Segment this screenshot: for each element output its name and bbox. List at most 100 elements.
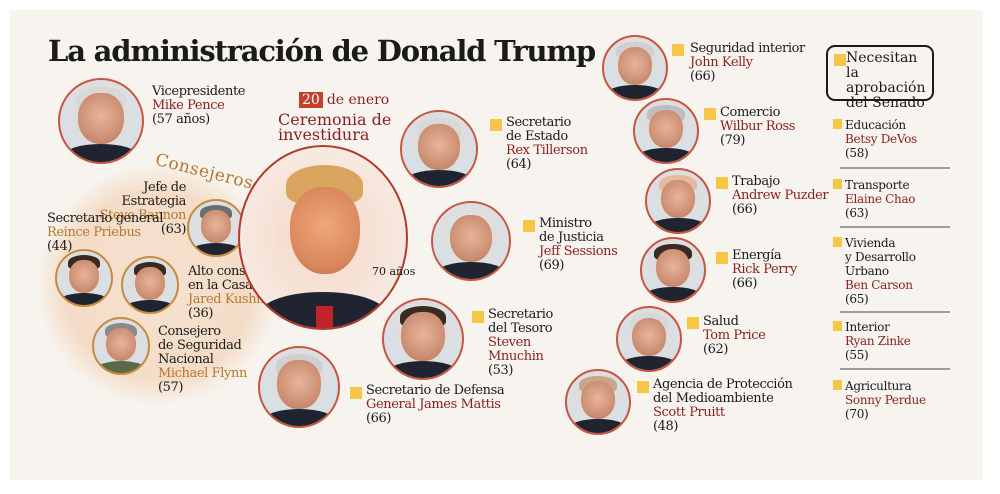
role-label: Transporte bbox=[845, 178, 910, 192]
photo-wilbur-ross bbox=[633, 98, 699, 164]
person-name: Mike Pence bbox=[152, 98, 225, 113]
vicepresident-caption: Vicepresidente Mike Pence (57 años) bbox=[152, 85, 245, 127]
sidebar-item-educacion: Educación Betsy DeVos (58) bbox=[833, 118, 955, 160]
role-label: Secretario bbox=[488, 307, 553, 322]
divider bbox=[840, 226, 950, 228]
photo-jeff-sessions bbox=[431, 201, 511, 281]
photo-mike-pence bbox=[58, 78, 144, 164]
role-label: Urbano bbox=[845, 264, 889, 278]
person-age: (57) bbox=[158, 380, 184, 395]
person-age: (53) bbox=[488, 363, 514, 378]
role-label: del Tesoro bbox=[488, 321, 553, 336]
person-name: Mnuchin bbox=[488, 349, 544, 364]
photo-donald-trump bbox=[238, 145, 408, 330]
photo-james-mattis bbox=[258, 346, 340, 428]
senate-approval-marker bbox=[833, 179, 842, 189]
sidebar-item-interior: Interior Ryan Zinke (55) bbox=[833, 320, 955, 362]
role-label: Jefe de Estrategia bbox=[121, 180, 187, 209]
person-name: Jeff Sessions bbox=[539, 244, 618, 259]
role-label: de Estado bbox=[506, 129, 568, 144]
role-label: Ministro bbox=[539, 216, 592, 231]
page-title: La administración de Donald Trump bbox=[48, 34, 596, 68]
role-label: Trabajo bbox=[732, 174, 780, 189]
person-name: John Kelly bbox=[690, 55, 753, 70]
person-age: (69) bbox=[539, 258, 565, 273]
photo-rick-perry bbox=[640, 237, 706, 303]
photo-steven-mnuchin bbox=[382, 298, 464, 380]
person-name: Ryan Zinke bbox=[845, 334, 911, 348]
senate-approval-legend: Necesitan la aprobación del Senado bbox=[826, 45, 934, 111]
person-age: (66) bbox=[732, 276, 758, 291]
role-label: Educación bbox=[845, 118, 906, 132]
cabinet-kelly-caption: Seguridad interior John Kelly (66) bbox=[690, 42, 805, 84]
role-label: Agricultura bbox=[845, 379, 912, 393]
role-label: Seguridad interior bbox=[690, 41, 805, 56]
person-age: (57 años) bbox=[152, 112, 210, 127]
role-label: de Justicia bbox=[539, 230, 604, 245]
senate-approval-marker bbox=[833, 321, 842, 331]
cabinet-tillerson-caption: Secretario de Estado Rex Tillerson (64) bbox=[506, 116, 588, 172]
role-label: Nacional bbox=[158, 352, 214, 367]
cabinet-sessions-caption: Ministro de Justicia Jeff Sessions (69) bbox=[539, 216, 618, 273]
person-name: Ben Carson bbox=[845, 278, 913, 292]
cabinet-ross-caption: Comercio Wilbur Ross (79) bbox=[720, 106, 795, 148]
divider bbox=[840, 311, 950, 313]
role-label: Secretario general bbox=[47, 211, 164, 226]
adviser-bannon-caption: Jefe de Estrategia Steve Bannon (63) bbox=[82, 180, 187, 237]
person-name: Elaine Chao bbox=[845, 192, 916, 206]
person-name: Sonny Perdue bbox=[845, 393, 926, 407]
role-label: Agencia de Protección bbox=[653, 377, 793, 392]
person-age: (63) bbox=[160, 222, 186, 237]
date-day-badge: 20 bbox=[299, 92, 323, 108]
senate-approval-marker bbox=[637, 381, 649, 393]
person-name: General James Mattis bbox=[366, 397, 501, 412]
role-label: Vicepresidente bbox=[152, 84, 246, 99]
person-name: Steve Bannon bbox=[99, 208, 187, 223]
photo-jared-kushner bbox=[121, 256, 179, 314]
sidebar-item-vivienda: Vivienda y Desarrollo Urbano Ben Carson … bbox=[833, 236, 955, 306]
person-age: (65) bbox=[845, 292, 869, 306]
photo-michael-flynn bbox=[92, 317, 150, 375]
photo-john-kelly bbox=[602, 35, 668, 101]
legend-line: Necesitan la bbox=[846, 50, 918, 81]
photo-tom-price bbox=[616, 306, 682, 372]
senate-approval-marker bbox=[834, 54, 846, 66]
cabinet-puzder-caption: Trabajo Andrew Puzder (66) bbox=[732, 174, 829, 217]
senate-approval-marker bbox=[490, 119, 502, 131]
role-label: Vivienda bbox=[845, 236, 896, 250]
cabinet-mattis-caption: Secretario de Defensa General James Matt… bbox=[366, 383, 505, 426]
person-age: (66) bbox=[366, 411, 392, 426]
role-label: Interior bbox=[845, 320, 890, 334]
divider bbox=[840, 368, 950, 370]
person-age: (44) bbox=[47, 239, 73, 254]
cabinet-price-caption: Salud Tom Price (62) bbox=[703, 314, 766, 357]
role-label: de Seguridad bbox=[158, 338, 242, 353]
cabinet-mnuchin-caption: Secretario del Tesoro Steven Mnuchin (53… bbox=[488, 308, 553, 378]
person-age: (63) bbox=[845, 206, 869, 220]
role-label: Secretario bbox=[506, 115, 571, 130]
senate-approval-marker bbox=[716, 252, 728, 264]
role-label: Comercio bbox=[720, 105, 781, 120]
senate-approval-marker bbox=[833, 119, 842, 129]
person-name: Rex Tillerson bbox=[506, 143, 588, 158]
person-age: (70) bbox=[845, 407, 869, 421]
cabinet-pruitt-caption: Agencia de Protección del Medioambiente … bbox=[653, 377, 793, 434]
person-age: (66) bbox=[732, 202, 758, 217]
person-name: Rick Perry bbox=[732, 262, 797, 277]
person-age: (55) bbox=[845, 348, 869, 362]
senate-approval-marker bbox=[704, 108, 716, 120]
photo-rex-tillerson bbox=[400, 110, 478, 188]
role-label: Salud bbox=[703, 314, 739, 329]
role-label: Secretario de Defensa bbox=[366, 383, 505, 398]
role-label: y Desarrollo bbox=[845, 250, 916, 264]
legend-line: del Senado bbox=[846, 95, 925, 111]
senate-approval-marker bbox=[523, 220, 535, 232]
person-age: (79) bbox=[720, 133, 746, 148]
senate-approval-marker bbox=[350, 387, 362, 399]
person-age: (66) bbox=[690, 69, 716, 84]
sidebar-item-agricultura: Agricultura Sonny Perdue (70) bbox=[833, 379, 955, 421]
inauguration-date: 20 de enero bbox=[299, 92, 389, 108]
adviser-priebus-caption: Secretario general Reince Priebus (44) bbox=[47, 211, 164, 254]
person-name: Betsy DeVos bbox=[845, 132, 917, 146]
president-age: 70 años bbox=[372, 265, 416, 278]
